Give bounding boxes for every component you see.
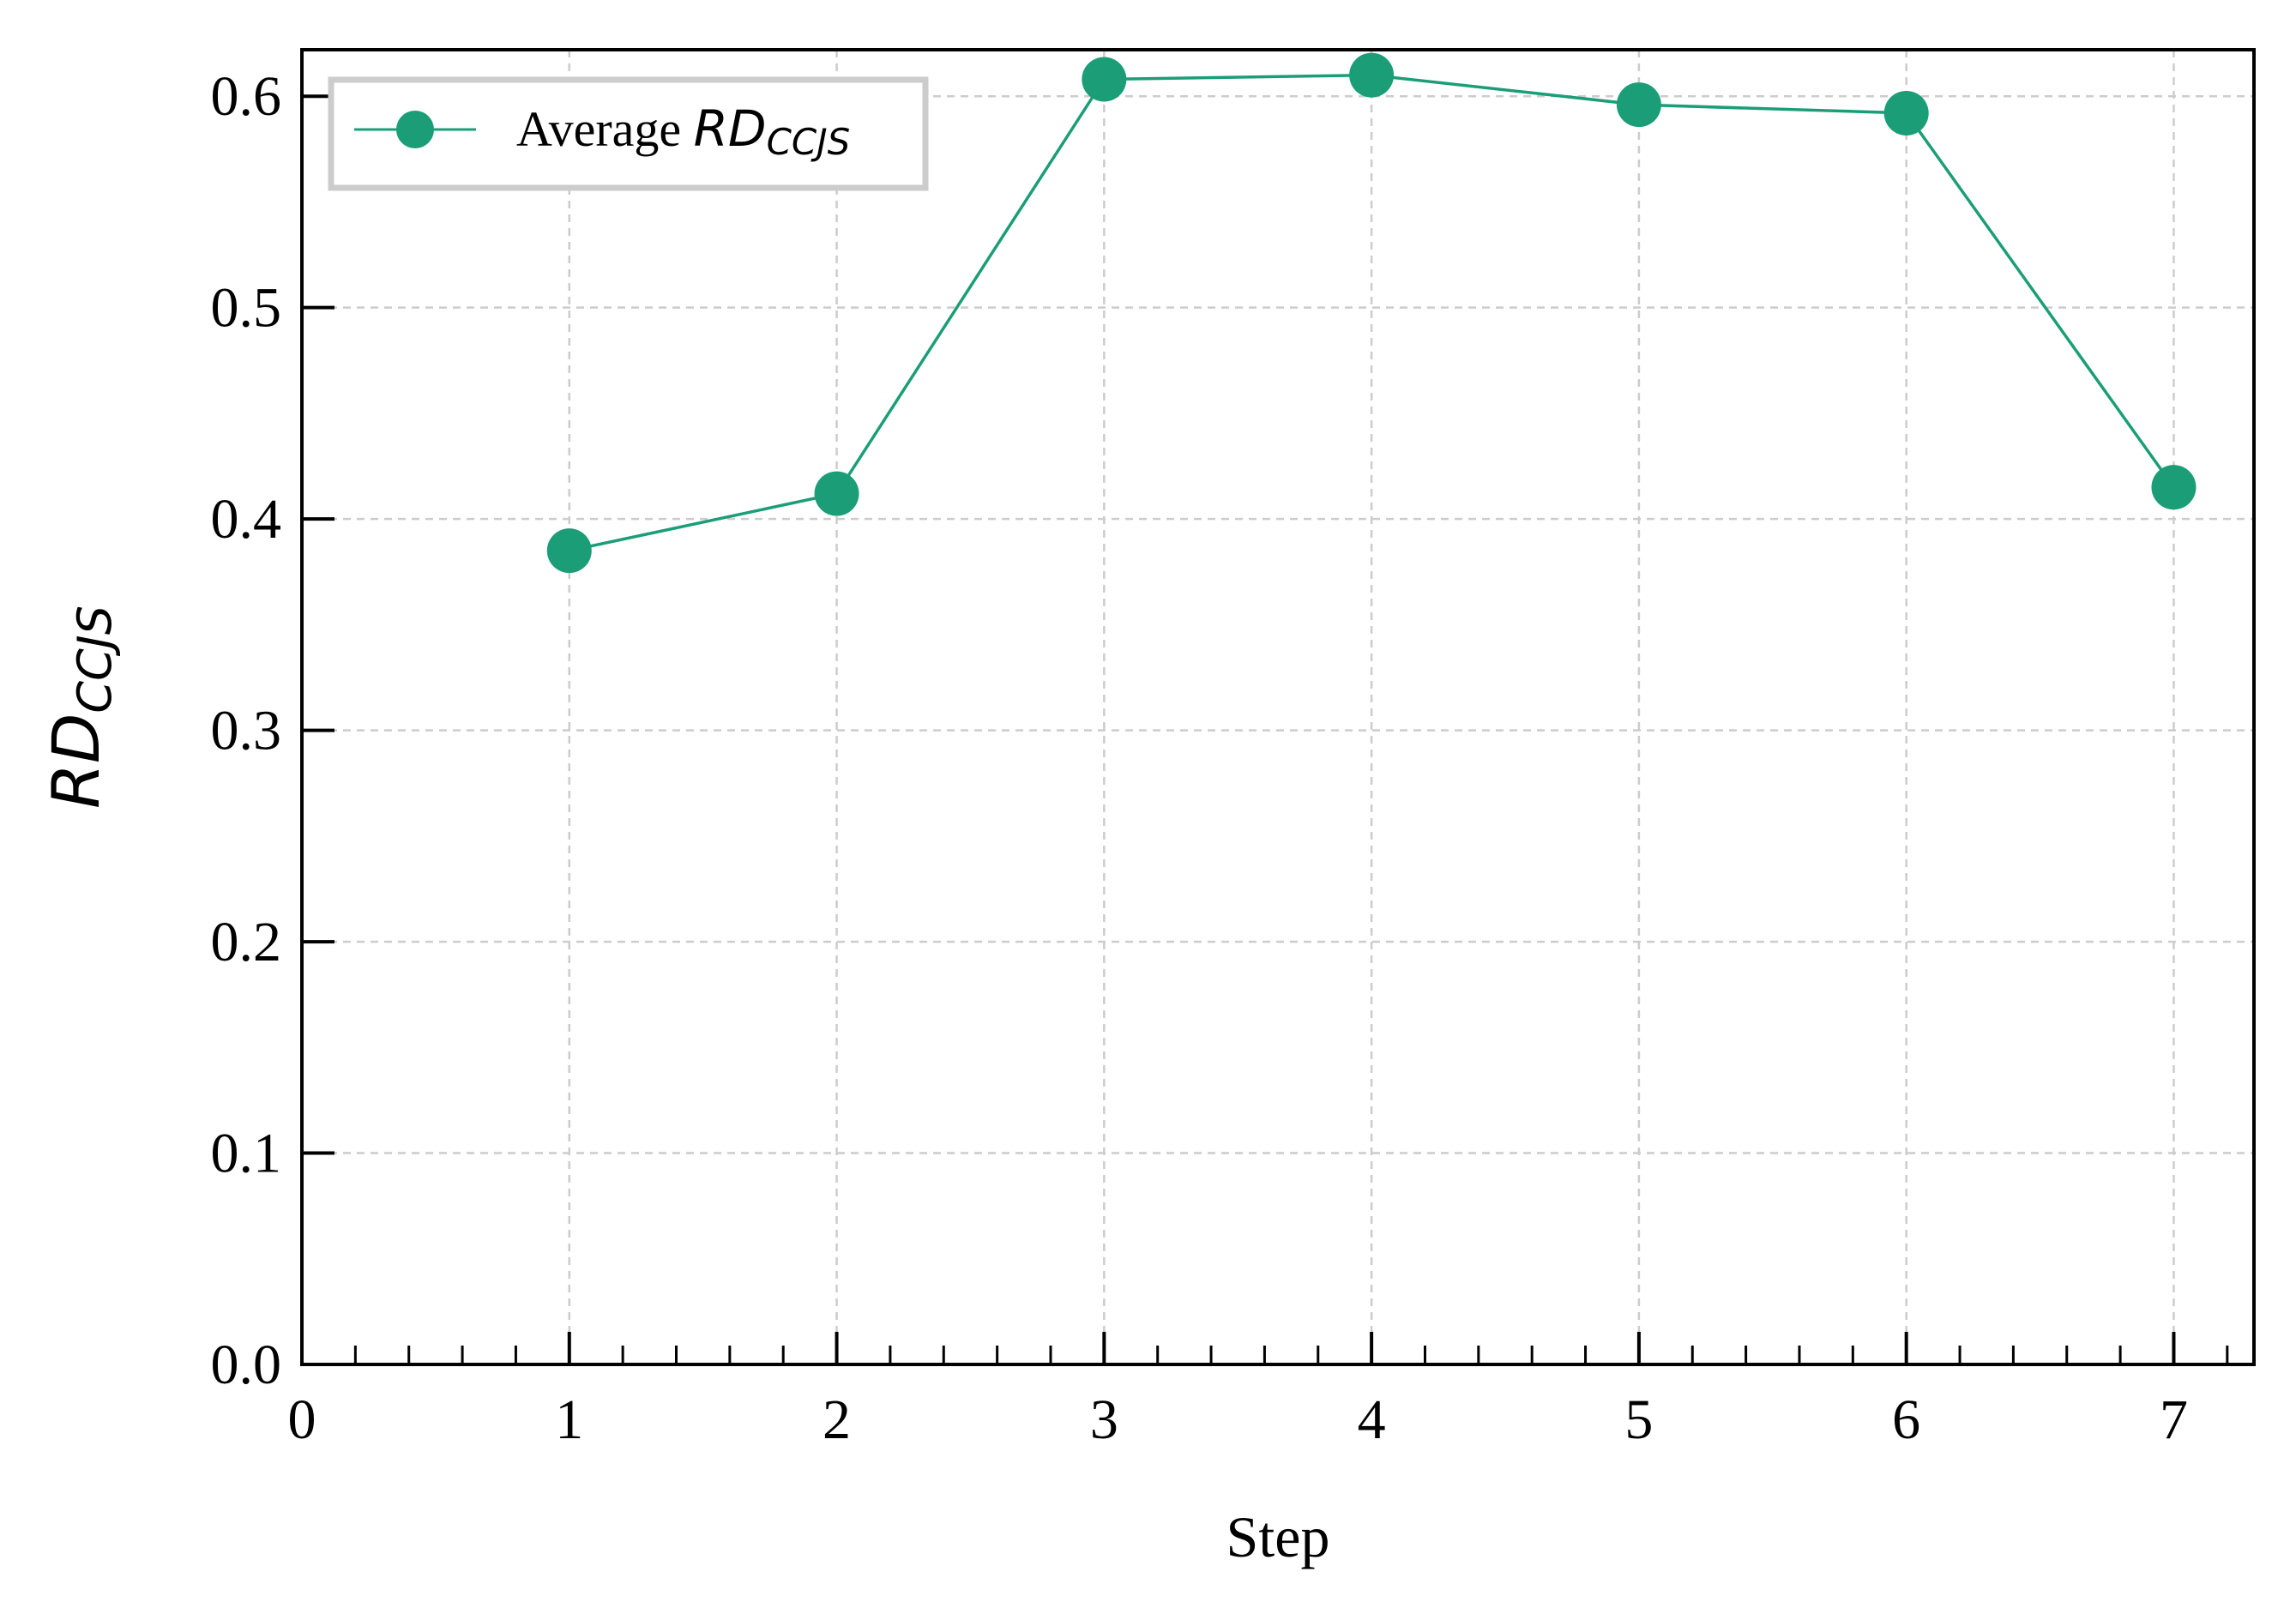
y-axis-label: RDCCJS [38,605,122,809]
legend-entry-subscript: CCJS [767,121,851,163]
y-tick-label: 0.3 [211,700,282,762]
data-point [1082,57,1127,102]
legend-entry-main: RD [694,99,767,158]
x-axis-label: Step [1226,1504,1330,1569]
data-point [1349,52,1395,98]
data-point [2151,465,2197,510]
legend-entry-prefix: Average [516,101,694,157]
y-tick-label: 0.4 [211,488,282,551]
data-point [814,471,859,516]
axis-ticks [300,94,2229,1366]
plot-frame [300,48,2256,1366]
grid-lines [302,50,2254,1364]
x-tick-label: 2 [823,1388,851,1451]
y-tick-label: 0.1 [211,1123,282,1185]
x-tick-label: 5 [1624,1388,1653,1451]
y-axis-label-subscript: CCJS [68,605,122,714]
legend-marker-swatch [396,111,434,148]
series-layer [546,52,2197,574]
y-tick-label: 0.0 [211,1334,282,1396]
y-tick-label: 0.2 [211,911,282,973]
x-tick-label: 6 [1892,1388,1920,1451]
x-tick-label: 4 [1358,1388,1386,1451]
data-point [546,528,592,574]
y-axis-label-main: RD [38,714,114,809]
x-tick-label: 3 [1090,1388,1118,1451]
legend-entry: Average RDCCJS [516,99,850,163]
x-tick-label: 1 [555,1388,583,1451]
y-tick-label: 0.5 [211,277,282,340]
data-point [1883,90,1929,136]
legend: Average RDCCJS [328,76,929,191]
data-point [1616,82,1661,128]
x-tick-label: 0 [288,1388,316,1451]
x-tick-label: 7 [2160,1388,2188,1451]
y-tick-label: 0.6 [211,65,282,128]
tick-labels: 0 1 2 3 4 5 6 7 0.0 0.1 0.2 0.3 0.4 0.5 0.6 [211,65,2188,1451]
